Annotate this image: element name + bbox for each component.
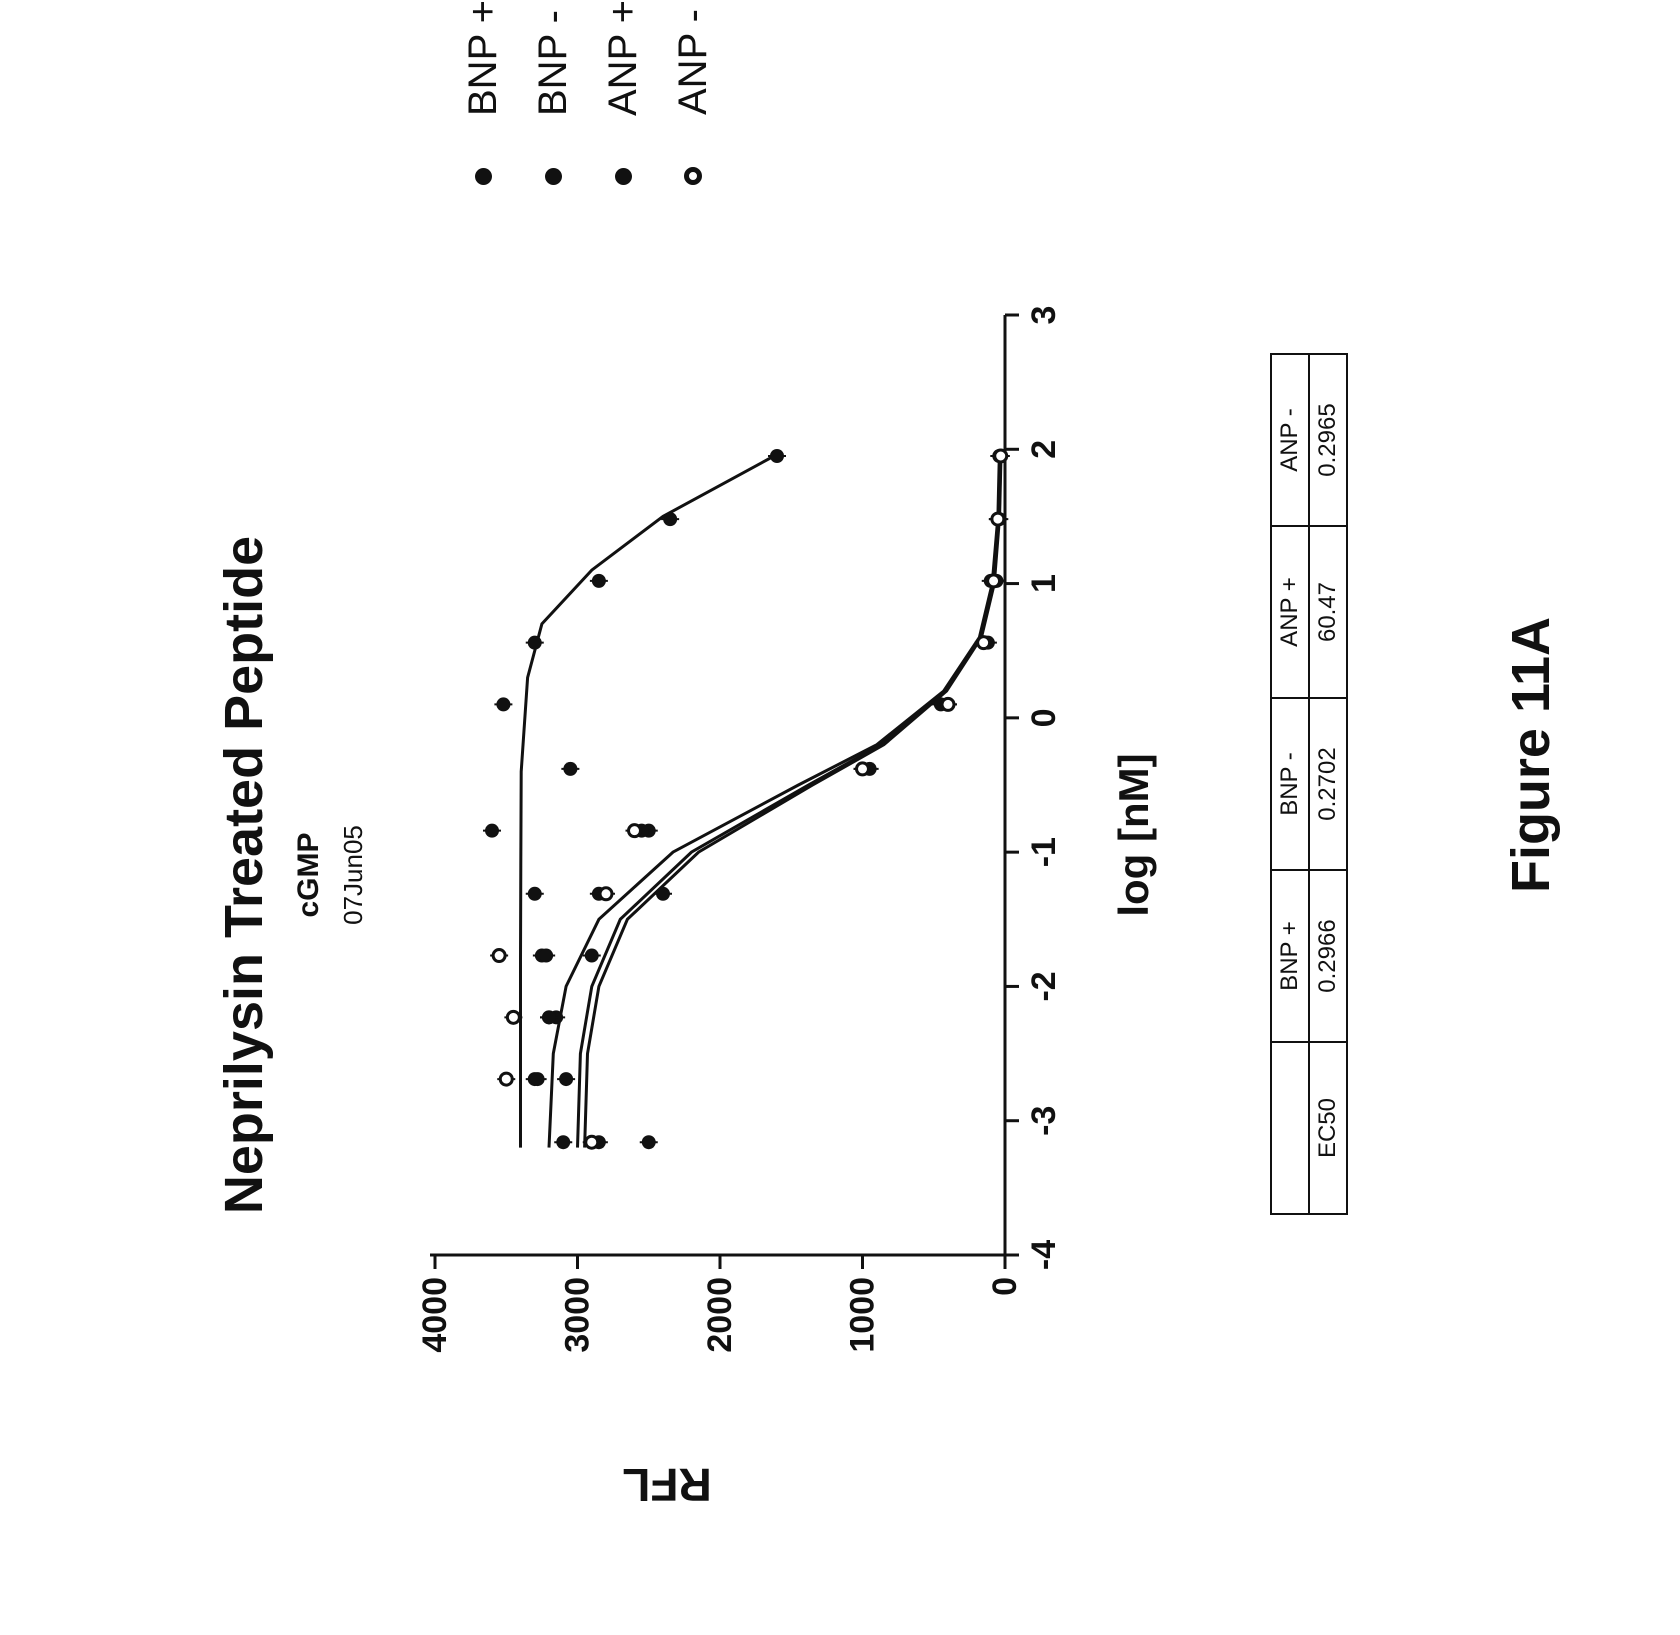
fit-curve xyxy=(585,456,1001,1148)
y-tick-label: 0 xyxy=(986,1277,1024,1296)
data-point xyxy=(542,1010,556,1024)
x-tick-label: 2 xyxy=(1025,440,1063,459)
table-cell: 0.2965 xyxy=(1309,354,1347,526)
data-point xyxy=(556,1135,570,1149)
data-point xyxy=(500,1073,512,1085)
table-corner-cell xyxy=(1271,1042,1309,1214)
data-point xyxy=(592,574,606,588)
x-axis-label: log [nM] xyxy=(1110,535,1158,1135)
table-row: EC50 0.2966 0.2702 60.47 0.2965 xyxy=(1309,354,1347,1214)
legend-item: ANP + xyxy=(588,0,658,185)
table-header-cell: BNP - xyxy=(1271,698,1309,870)
data-point xyxy=(531,1072,545,1086)
data-point xyxy=(642,1135,656,1149)
data-point xyxy=(559,1072,573,1086)
x-tick-label: -2 xyxy=(1025,971,1063,1001)
legend-item: BNP - xyxy=(518,0,588,185)
legend-label: ANP - xyxy=(671,9,716,115)
data-point xyxy=(629,825,641,837)
table-row-label: EC50 xyxy=(1309,1042,1347,1214)
legend-label: BNP - xyxy=(531,10,576,116)
x-tick-label: 1 xyxy=(1025,574,1063,593)
fit-curve xyxy=(578,456,1001,1148)
data-point xyxy=(857,763,869,775)
y-tick-label: 2000 xyxy=(701,1277,739,1353)
data-point xyxy=(656,887,670,901)
chart-date: 07Jun05 xyxy=(338,495,369,1255)
data-point xyxy=(507,1011,519,1023)
x-tick-label: 3 xyxy=(1025,306,1063,325)
data-point xyxy=(663,512,677,526)
y-tick-label: 3000 xyxy=(559,1277,597,1353)
hollow-dot-icon xyxy=(684,167,702,185)
data-point xyxy=(988,575,1000,587)
data-point xyxy=(942,698,954,710)
data-point xyxy=(485,824,499,838)
figure-label: Figure 11A xyxy=(1500,555,1562,955)
data-point xyxy=(528,636,542,650)
data-point xyxy=(539,949,553,963)
legend: BNP + BNP - ANP + ANP - xyxy=(448,0,728,185)
data-point xyxy=(585,949,599,963)
data-point xyxy=(496,697,510,711)
table-cell: 60.47 xyxy=(1309,526,1347,698)
data-point xyxy=(770,449,784,463)
data-point xyxy=(586,1136,598,1148)
table-header-cell: BNP + xyxy=(1271,870,1309,1042)
fit-curve xyxy=(521,456,775,1148)
x-tick-label: 0 xyxy=(1025,708,1063,727)
filled-dot-icon xyxy=(545,168,562,185)
data-point xyxy=(992,513,1004,525)
y-tick-label: 4000 xyxy=(416,1277,454,1353)
data-point xyxy=(995,450,1007,462)
ec50-table: BNP + BNP - ANP + ANP - EC50 0.2966 0.27… xyxy=(1270,353,1348,1215)
legend-label: ANP + xyxy=(601,0,646,116)
table-header-cell: ANP - xyxy=(1271,354,1309,526)
data-point xyxy=(600,888,612,900)
table-header-row: BNP + BNP - ANP + ANP - xyxy=(1271,354,1309,1214)
x-tick-label: -4 xyxy=(1025,1240,1063,1270)
chart-title: Neprilysin Treated Peptide xyxy=(213,495,275,1255)
table-header-cell: ANP + xyxy=(1271,526,1309,698)
legend-label: BNP + xyxy=(461,0,506,116)
x-tick-label: -3 xyxy=(1025,1106,1063,1136)
y-axis-label: RFL xyxy=(597,1458,737,1512)
data-point xyxy=(978,637,990,649)
data-point xyxy=(493,950,505,962)
fit-curve xyxy=(549,456,999,1148)
filled-dot-icon xyxy=(615,168,632,185)
chart-subtitle: cGMP xyxy=(292,495,326,1255)
table-cell: 0.2702 xyxy=(1309,698,1347,870)
data-point xyxy=(563,762,577,776)
x-tick-label: -1 xyxy=(1025,837,1063,867)
filled-dot-icon xyxy=(475,168,492,185)
y-tick-label: 1000 xyxy=(844,1277,882,1353)
data-point xyxy=(528,887,542,901)
legend-item: BNP + xyxy=(448,0,518,185)
table-cell: 0.2966 xyxy=(1309,870,1347,1042)
legend-item: ANP - xyxy=(658,0,728,185)
